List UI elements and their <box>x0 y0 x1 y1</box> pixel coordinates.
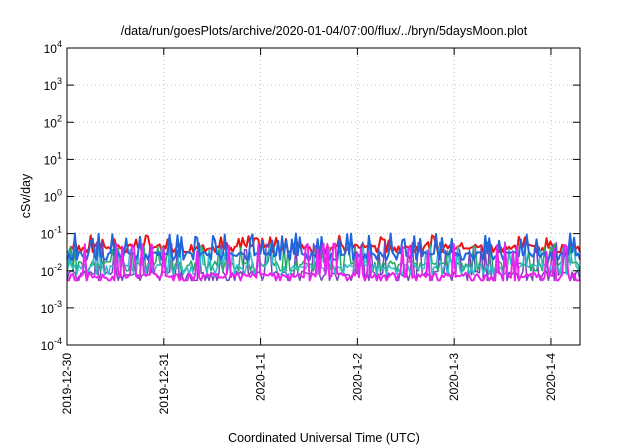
y-tick-label: 10-3 <box>41 299 62 316</box>
y-tick-label: 10-2 <box>41 262 62 279</box>
y-tick-label: 103 <box>44 76 62 93</box>
x-tick-label: 2020-1-4 <box>544 353 558 401</box>
x-tick-label: 2019-12-30 <box>60 353 74 415</box>
chart-title: /data/run/goesPlots/archive/2020-01-04/0… <box>121 24 528 38</box>
x-tick-label: 2020-1-2 <box>350 353 364 401</box>
y-ticks: 10-4 10-3 10-2 10-1 100 101 102 103 104 <box>41 39 580 353</box>
y-tick-label: 104 <box>44 39 62 56</box>
x-tick-label: 2019-12-31 <box>157 353 171 415</box>
x-ticks: 2019-12-30 2019-12-31 2020-1-1 2020-1-2 2020… <box>60 48 558 414</box>
series-group <box>66 232 581 282</box>
y-tick-label: 102 <box>44 113 62 130</box>
y-tick-label: 10-4 <box>41 336 62 353</box>
grid-lines <box>66 48 580 345</box>
series-line <box>67 242 580 282</box>
y-tick-label: 101 <box>44 150 62 167</box>
y-tick-label: 100 <box>44 188 62 205</box>
y-axis-label: cSv/day <box>19 173 33 218</box>
plot-frame <box>66 47 581 346</box>
x-tick-label: 2020-1-3 <box>447 353 461 401</box>
x-tick-label: 2020-1-1 <box>254 353 268 401</box>
y-tick-label: 10-1 <box>41 225 62 242</box>
x-axis-label: Coordinated Universal Time (UTC) <box>228 431 420 445</box>
